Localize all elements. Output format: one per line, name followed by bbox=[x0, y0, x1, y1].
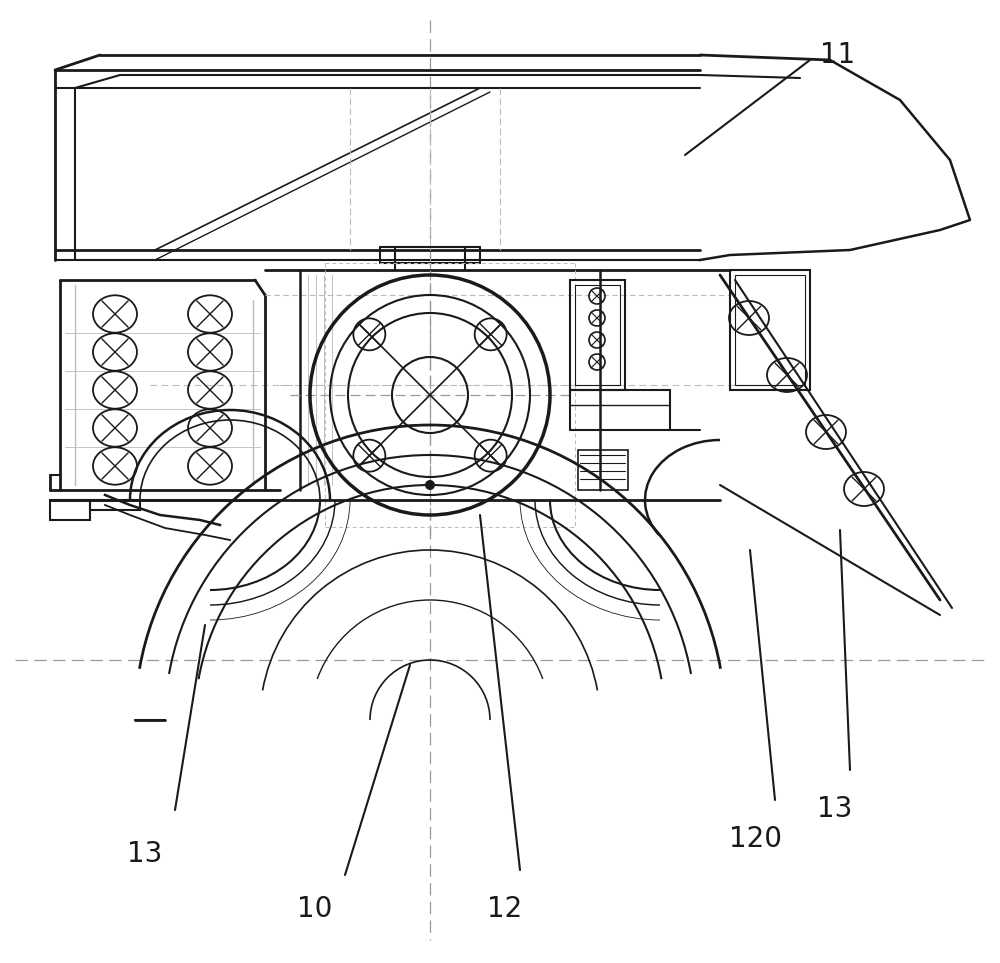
Text: 10: 10 bbox=[297, 895, 333, 923]
Text: 12: 12 bbox=[487, 895, 523, 923]
Text: 13: 13 bbox=[127, 840, 163, 868]
Text: 13: 13 bbox=[817, 795, 853, 823]
Text: 11: 11 bbox=[820, 41, 855, 69]
Circle shape bbox=[425, 480, 435, 490]
Bar bbox=[575, 285, 620, 385]
Bar bbox=[730, 270, 810, 390]
Bar bbox=[578, 450, 628, 490]
Text: 120: 120 bbox=[728, 825, 782, 853]
Bar bbox=[90, 500, 140, 510]
Bar bbox=[735, 275, 805, 385]
Bar bbox=[570, 280, 625, 390]
Bar bbox=[50, 500, 90, 520]
